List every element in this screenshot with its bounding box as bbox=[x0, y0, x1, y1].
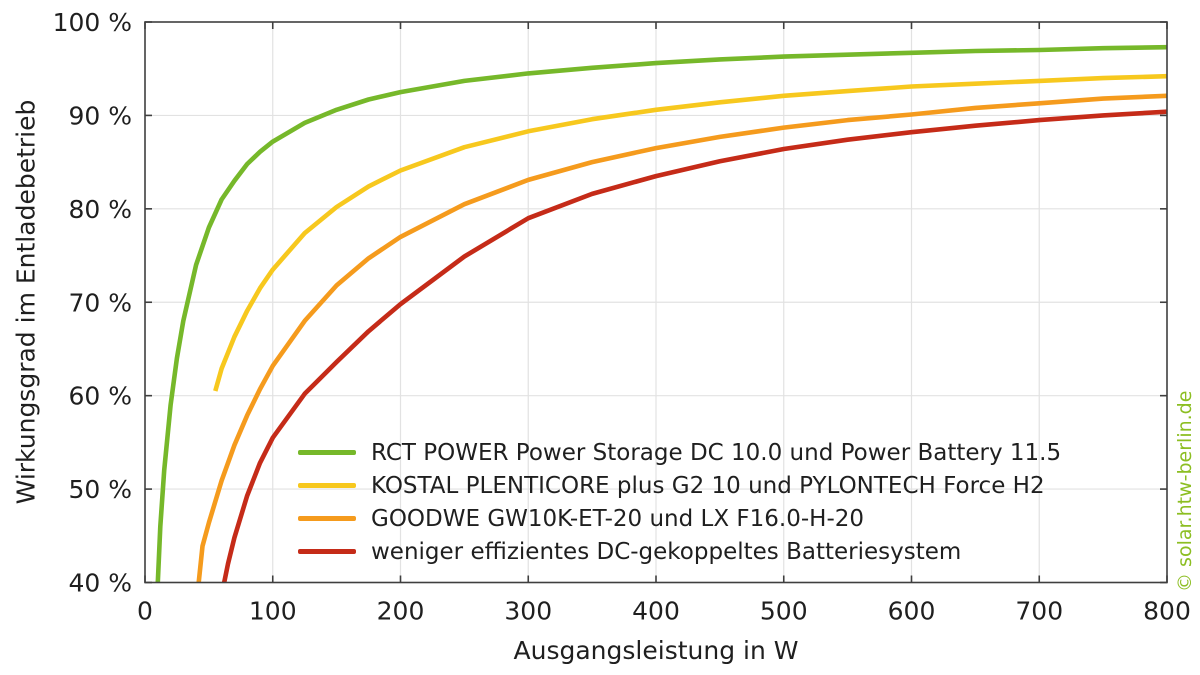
x-tick-label: 400 bbox=[632, 597, 680, 626]
curve-series-2 bbox=[196, 93, 1167, 583]
legend-label: weniger effizientes DC-gekoppeltes Batte… bbox=[371, 538, 962, 565]
x-tick-label: 600 bbox=[888, 597, 936, 626]
legend-label: KOSTAL PLENTICORE plus G2 10 und PYLONTE… bbox=[371, 472, 1045, 499]
legend: RCT POWER Power Storage DC 10.0 und Powe… bbox=[298, 436, 1061, 568]
x-tick-label: 300 bbox=[504, 597, 552, 626]
legend-line-icon bbox=[298, 549, 356, 554]
x-tick-label: 700 bbox=[1015, 597, 1063, 626]
legend-row: weniger effizientes DC-gekoppeltes Batte… bbox=[298, 535, 1061, 568]
x-tick-label: 100 bbox=[249, 597, 297, 626]
x-tick-label: 0 bbox=[137, 597, 153, 626]
y-tick-label: 70 % bbox=[68, 288, 132, 317]
legend-row: KOSTAL PLENTICORE plus G2 10 und PYLONTE… bbox=[298, 469, 1061, 502]
y-tick-label: 100 % bbox=[53, 8, 132, 37]
legend-label: RCT POWER Power Storage DC 10.0 und Powe… bbox=[371, 439, 1062, 466]
x-tick-label: 800 bbox=[1143, 597, 1191, 626]
legend-line-icon bbox=[298, 450, 356, 455]
legend-row: RCT POWER Power Storage DC 10.0 und Powe… bbox=[298, 436, 1061, 469]
x-tick-label: 200 bbox=[377, 597, 425, 626]
curve-series-0 bbox=[155, 44, 1167, 583]
copyright-watermark: © solar.htw-berlin.de bbox=[1174, 390, 1196, 592]
y-axis-title: Wirkungsgrad im Entladebetrieb bbox=[11, 99, 41, 505]
legend-label: GOODWE GW10K-ET-20 und LX F16.0-H-20 bbox=[371, 505, 865, 532]
legend-line-icon bbox=[298, 483, 356, 488]
curve-series-3 bbox=[221, 109, 1167, 583]
x-axis-title: Ausgangsleistung in W bbox=[513, 636, 799, 665]
y-tick-label: 80 % bbox=[68, 195, 132, 224]
y-tick-label: 60 % bbox=[68, 382, 132, 411]
legend-row: GOODWE GW10K-ET-20 und LX F16.0-H-20 bbox=[298, 502, 1061, 535]
curves-group bbox=[155, 44, 1167, 583]
y-tick-label: 90 % bbox=[68, 101, 132, 130]
x-tick-label: 500 bbox=[760, 597, 808, 626]
y-tick-label: 50 % bbox=[68, 475, 132, 504]
y-tick-label: 40 % bbox=[68, 569, 132, 598]
legend-line-icon bbox=[298, 516, 356, 521]
curve-series-1 bbox=[213, 73, 1167, 392]
